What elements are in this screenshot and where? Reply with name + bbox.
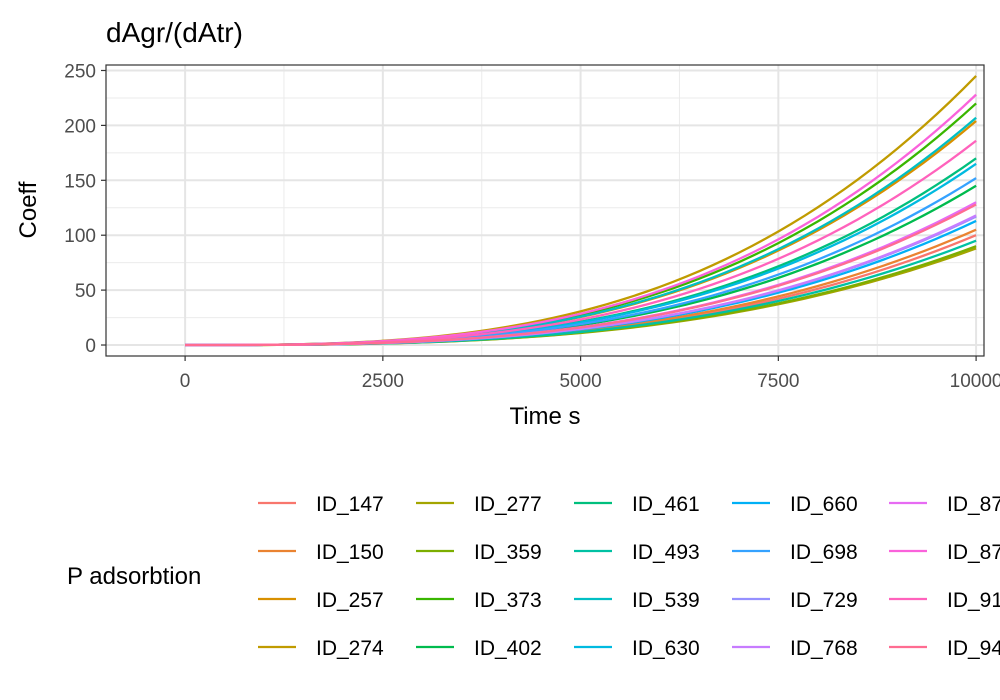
legend-label-ID_274: ID_274 (316, 637, 384, 660)
legend-label-ID_493: ID_493 (632, 541, 700, 564)
legend-label-ID_373: ID_373 (474, 589, 542, 612)
plot-border (105, 64, 985, 357)
y-tick-label: 200 (64, 116, 96, 137)
legend-label-ID_729: ID_729 (790, 589, 858, 612)
legend-label-ID_461: ID_461 (632, 493, 700, 516)
legend-label-ID_257: ID_257 (316, 589, 384, 612)
legend-label-ID_768: ID_768 (790, 637, 858, 660)
x-axis-label: Time s (509, 403, 580, 430)
y-tick-label: 50 (75, 281, 96, 302)
x-tick-label: 2500 (362, 371, 404, 392)
y-tick-label: 0 (85, 336, 96, 357)
x-tick-label: 10000 (950, 371, 1000, 392)
legend-label-ID_359: ID_359 (474, 541, 542, 564)
legend-label-ID_402: ID_402 (474, 637, 542, 660)
legend-title: P adsorbtion (67, 563, 201, 590)
y-tick-label: 250 (64, 61, 96, 82)
series-line-ID_940 (185, 203, 977, 347)
legend-label-ID_698: ID_698 (790, 541, 858, 564)
y-tick-label: 150 (64, 171, 96, 192)
x-tick-label: 5000 (559, 371, 601, 392)
chart-title: dAgr/(dAtr) (106, 17, 243, 48)
legend-label-ID_630: ID_630 (632, 637, 700, 660)
legend-label-ID_539: ID_539 (632, 589, 700, 612)
x-tick-label: 7500 (757, 371, 799, 392)
y-axis-label: Coeff (15, 181, 42, 238)
legend-label-ID_940: ID_94 (947, 637, 1000, 660)
legend-label-ID_660: ID_660 (790, 493, 858, 516)
legend: ID_147 ID_150 ID_257 ID_274 ID_277 ID_359 ID_3… (258, 493, 1000, 660)
legend-label-ID_870: ID_87 (947, 493, 1000, 516)
legend-label-ID_277: ID_277 (474, 493, 542, 516)
x-axis: 0 2500 5000 7500 10000 (180, 356, 1000, 392)
y-tick-label: 100 (64, 226, 96, 247)
x-tick-label: 0 (180, 371, 191, 392)
legend-label-ID_150: ID_150 (316, 541, 384, 564)
grid-major (106, 65, 984, 356)
series-lines (185, 75, 977, 347)
grid-minor (106, 65, 984, 356)
legend-label-ID_147: ID_147 (316, 493, 384, 516)
legend-label-ID_871: ID_87 (947, 541, 1000, 564)
legend-label-ID_910: ID_91 (947, 589, 1000, 612)
y-axis: 0 50 100 150 200 250 (64, 61, 106, 357)
